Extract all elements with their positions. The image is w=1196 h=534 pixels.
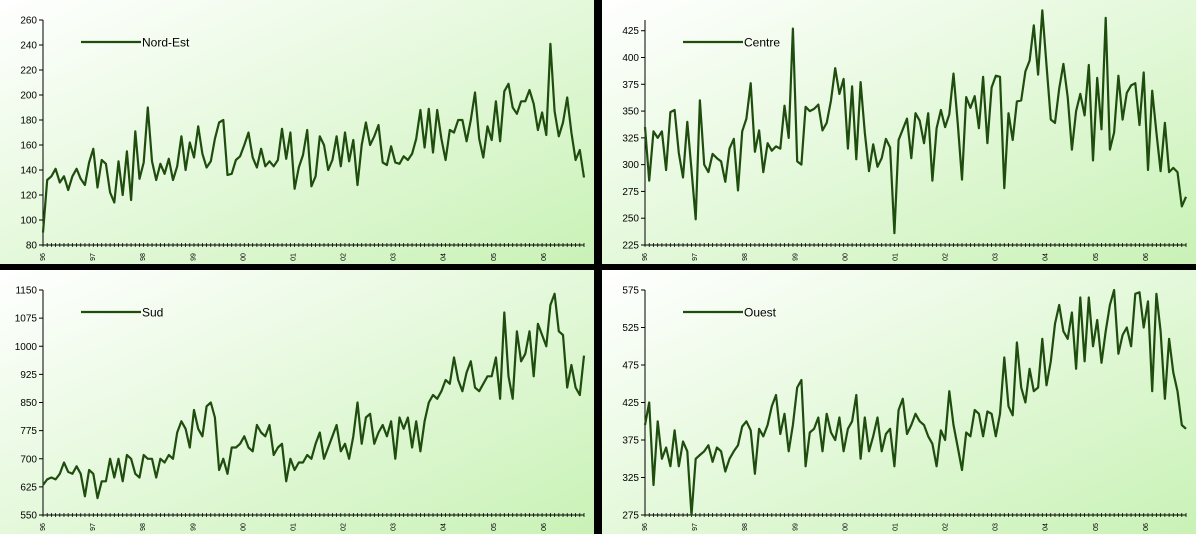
- x-tick-label: 99: [792, 253, 799, 261]
- chart-background: [0, 0, 594, 264]
- x-tick-label: 05: [491, 523, 498, 531]
- x-tick-label: 05: [1093, 253, 1100, 261]
- y-tick-label: 225: [622, 241, 639, 252]
- x-tick-label: 99: [190, 523, 197, 531]
- y-tick-label: 120: [20, 191, 37, 202]
- y-tick-label: 475: [622, 361, 639, 372]
- y-tick-label: 625: [20, 482, 37, 493]
- y-tick-label: 525: [622, 323, 639, 334]
- legend-label: Ouest: [744, 306, 777, 320]
- y-tick-label: 300: [622, 160, 639, 171]
- chart-svg: 225 250 275 300 325 350 375 400 425 96 97 98 99 00 01 0…: [602, 0, 1196, 264]
- x-tick-label: 03: [993, 523, 1000, 531]
- y-tick-label: 375: [622, 80, 639, 91]
- y-tick-label: 425: [622, 26, 639, 37]
- y-tick-label: 575: [622, 286, 639, 297]
- chart-svg: 275 325 375 425 475 525 575 96 97 98 99 00 01 02 03 04 0…: [602, 270, 1196, 534]
- x-tick-label: 02: [341, 253, 348, 261]
- x-tick-label: 96: [642, 523, 649, 531]
- x-tick-label: 98: [742, 523, 749, 531]
- chart-panel-centre: 225 250 275 300 325 350 375 400 425 96 97 98 99 00 01 0…: [602, 0, 1196, 264]
- y-tick-label: 220: [20, 66, 37, 77]
- legend-label: Nord-Est: [142, 36, 190, 50]
- y-tick-label: 200: [20, 91, 37, 102]
- series-line: [643, 288, 1187, 517]
- series-line: [643, 9, 1188, 235]
- y-tick-label: 775: [20, 426, 37, 437]
- x-tick-label: 97: [90, 523, 97, 531]
- x-tick-label: 01: [892, 253, 899, 261]
- x-tick-label: 01: [892, 523, 899, 531]
- x-tick-label: 03: [993, 253, 1000, 261]
- chart-svg: 550 625 700 775 850 925 1000 1075 1150 96 97 98 99 00…: [0, 270, 594, 534]
- x-tick-label: 96: [40, 523, 47, 531]
- y-tick-label: 260: [20, 16, 37, 27]
- x-tick-label: 06: [1143, 253, 1150, 261]
- x-tick-label: 02: [943, 253, 950, 261]
- x-tick-label: 04: [1043, 253, 1050, 261]
- x-tick-label: 00: [240, 253, 247, 261]
- x-tick-label: 06: [541, 253, 548, 261]
- y-tick-label: 400: [622, 53, 639, 64]
- y-tick-label: 375: [622, 436, 639, 447]
- x-tick-label: 06: [1143, 523, 1150, 531]
- y-tick-label: 250: [622, 214, 639, 225]
- x-tick-label: 00: [240, 523, 247, 531]
- x-tick-label: 06: [541, 523, 548, 531]
- y-tick-label: 160: [20, 141, 37, 152]
- x-tick-label: 04: [1043, 523, 1050, 531]
- y-tick-label: 550: [20, 511, 37, 522]
- x-tick-label: 96: [642, 253, 649, 261]
- y-tick-label: 325: [622, 133, 639, 144]
- y-tick-label: 1075: [15, 314, 38, 325]
- x-tick-label: 02: [341, 523, 348, 531]
- y-tick-label: 350: [622, 107, 639, 118]
- x-tick-label: 97: [692, 253, 699, 261]
- y-tick-label: 275: [622, 511, 639, 522]
- x-tick-label: 00: [842, 253, 849, 261]
- y-tick-label: 100: [20, 216, 37, 227]
- chart-svg: 80 100 120 140 160 180 200 220 240 260 96 97 98 99 00 0…: [0, 0, 594, 264]
- x-tick-label: 96: [40, 253, 47, 261]
- x-tick-label: 99: [190, 253, 197, 261]
- chart-panel-nord-est: 80 100 120 140 160 180 200 220 240 260 96 97 98 99 00 0…: [0, 0, 594, 264]
- chart-background: [602, 270, 1196, 534]
- y-tick-label: 140: [20, 166, 37, 177]
- legend-label: Sud: [142, 306, 163, 320]
- chart-panel-sud: 550 625 700 775 850 925 1000 1075 1150 96 97 98 99 00…: [0, 270, 594, 534]
- chart-panel-ouest: 275 325 375 425 475 525 575 96 97 98 99 00 01 02 03 04 0…: [602, 270, 1196, 534]
- y-tick-label: 325: [622, 473, 639, 484]
- x-tick-label: 99: [792, 523, 799, 531]
- x-tick-label: 05: [491, 253, 498, 261]
- y-tick-label: 425: [622, 398, 639, 409]
- x-tick-label: 98: [140, 523, 147, 531]
- x-tick-label: 03: [391, 253, 398, 261]
- y-tick-label: 275: [622, 187, 639, 198]
- x-tick-label: 01: [290, 523, 297, 531]
- chart-background: [0, 270, 594, 534]
- x-tick-label: 04: [441, 523, 448, 531]
- y-tick-label: 700: [20, 454, 37, 465]
- x-tick-label: 98: [742, 253, 749, 261]
- x-tick-label: 01: [290, 253, 297, 261]
- x-tick-label: 97: [90, 253, 97, 261]
- legend-label: Centre: [744, 36, 780, 50]
- y-tick-label: 925: [20, 370, 37, 381]
- y-tick-label: 850: [20, 398, 37, 409]
- y-tick-label: 240: [20, 41, 37, 52]
- y-tick-label: 1150: [15, 286, 37, 297]
- x-tick-label: 98: [140, 253, 147, 261]
- y-tick-label: 1000: [15, 342, 38, 353]
- series-line: [42, 292, 586, 500]
- x-tick-label: 03: [391, 523, 398, 531]
- y-tick-label: 80: [26, 241, 38, 252]
- y-tick-label: 180: [20, 116, 37, 127]
- x-tick-label: 97: [692, 523, 699, 531]
- x-tick-label: 02: [943, 523, 950, 531]
- x-tick-label: 04: [441, 253, 448, 261]
- series-line: [41, 42, 586, 233]
- x-tick-label: 00: [842, 523, 849, 531]
- x-tick-label: 05: [1093, 523, 1100, 531]
